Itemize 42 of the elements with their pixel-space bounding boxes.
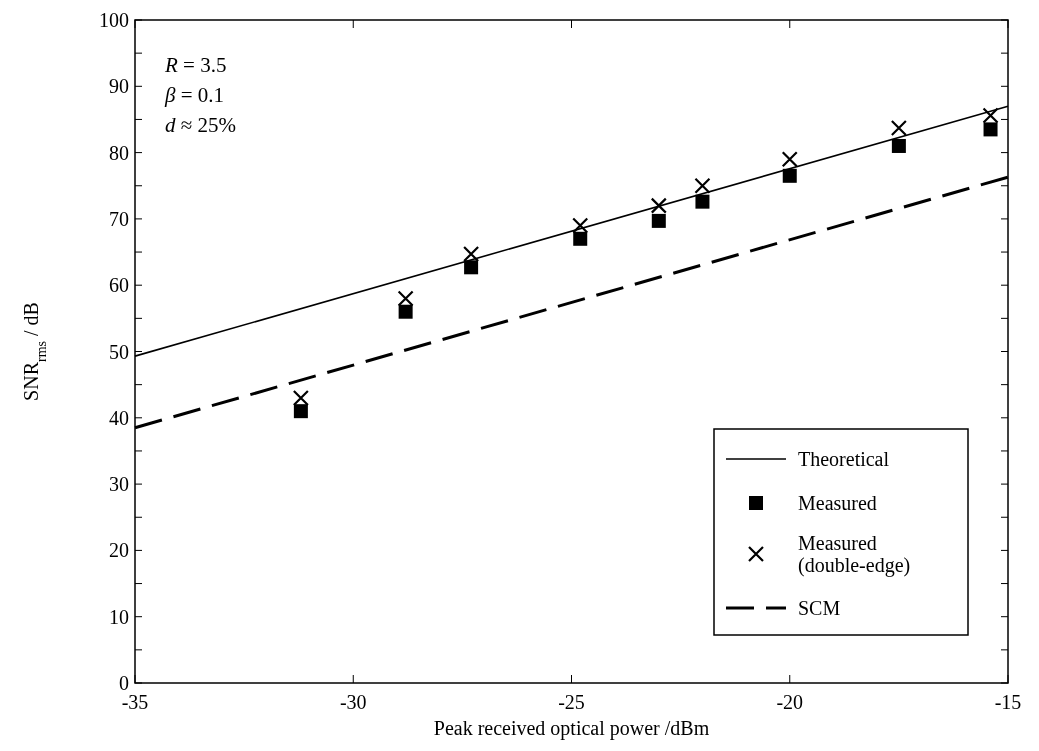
point (573, 231, 588, 246)
x-axis-title: Peak received optical power /dBm (433, 717, 710, 740)
point (572, 217, 589, 234)
x-tick-label: -20 (776, 691, 804, 713)
point (292, 389, 309, 407)
y-tick-label: 20 (109, 539, 129, 562)
x-tick-label: -30 (339, 691, 367, 713)
point (782, 168, 797, 183)
point (695, 194, 710, 209)
y-tick-label: 40 (109, 406, 129, 429)
point (463, 245, 480, 263)
point (293, 404, 308, 419)
point (651, 213, 666, 228)
y-tick-label: 60 (109, 274, 129, 297)
point (398, 304, 413, 319)
point (983, 122, 998, 137)
point (694, 177, 711, 194)
point (891, 138, 906, 153)
y-tick-label: 0 (119, 672, 129, 694)
legend-label: SCM (798, 597, 841, 619)
x-tick-label: -25 (558, 691, 585, 713)
point (464, 260, 479, 275)
point (982, 107, 999, 124)
y-tick-label: 90 (109, 75, 129, 98)
legend-label: Measured (double-edge) (798, 532, 911, 577)
point (397, 290, 414, 307)
y-tick-label: 70 (109, 207, 129, 230)
annotation: R = 3.5 (164, 53, 227, 77)
legend-label: Measured (798, 492, 877, 514)
y-tick-label: 100 (99, 9, 129, 31)
annotation: d ≈ 25% (165, 113, 237, 137)
x-tick-label: -35 (121, 691, 149, 713)
y-tick-label: 80 (109, 141, 129, 164)
point (781, 151, 798, 168)
point (650, 197, 667, 214)
x-tick-label: -15 (994, 691, 1022, 713)
point (890, 119, 907, 137)
y-tick-label: 30 (109, 473, 129, 496)
legend-label: Theoretical (798, 448, 890, 470)
y-tick-label: 50 (109, 340, 129, 363)
y-tick-label: 10 (109, 605, 129, 628)
annotation: β = 0.1 (164, 83, 225, 107)
